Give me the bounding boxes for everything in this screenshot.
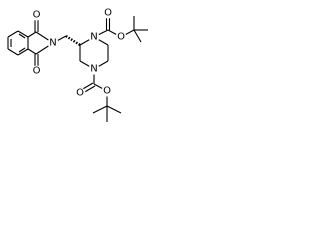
atom-labels: O O N N O O N O O <box>31 7 127 99</box>
bond <box>7 48 19 56</box>
label-bg <box>74 87 86 99</box>
bond <box>27 48 37 55</box>
label-bg <box>101 85 113 97</box>
atom-label: O <box>33 10 41 21</box>
atom-label: O <box>104 8 112 19</box>
label-bg <box>115 31 127 43</box>
label-bg <box>102 7 114 19</box>
hashed-bond <box>65 34 81 47</box>
atom-label: N <box>49 38 56 49</box>
label-bg <box>31 65 42 77</box>
bond <box>106 105 122 114</box>
bond <box>133 29 142 43</box>
atom-label: O <box>33 66 41 77</box>
label-bg <box>88 63 100 75</box>
molecule: O O N N O O N O O <box>7 7 148 122</box>
bond <box>27 31 37 38</box>
atom-label: N <box>90 32 97 43</box>
bond <box>17 48 29 56</box>
atom-label: N <box>90 64 97 75</box>
bond <box>18 47 26 53</box>
atom-label: O <box>103 86 111 97</box>
bond <box>17 30 29 38</box>
bond <box>92 105 108 114</box>
atom-label: O <box>117 32 125 43</box>
bond <box>7 30 19 38</box>
label-bg <box>88 31 100 43</box>
bonds <box>7 16 148 122</box>
label-bg <box>47 37 59 49</box>
label-bg <box>31 9 42 21</box>
atom-label: O <box>76 88 84 99</box>
page: O O N N O O N O O (() => { const data = … <box>0 0 152 152</box>
bond <box>18 33 26 39</box>
